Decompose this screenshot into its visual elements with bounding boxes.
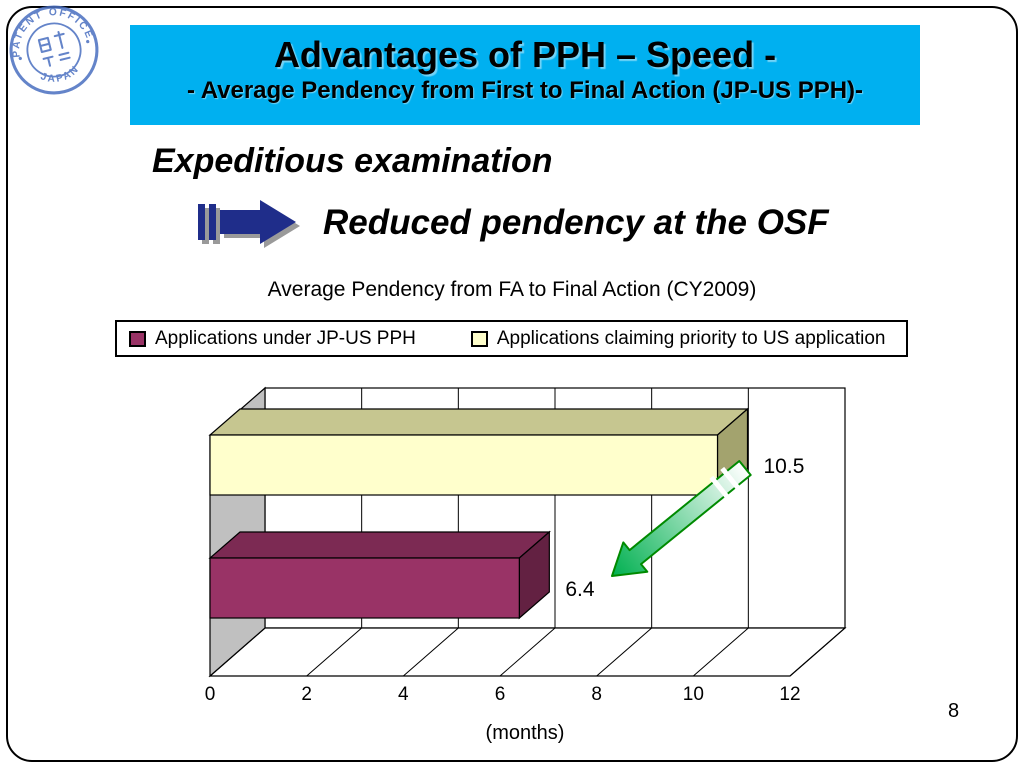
pendency-bar-chart: 10.5 6.4 0 2 4 6 8 10 12 <box>205 386 847 705</box>
seal-top-text: PATENT OFFICE <box>8 4 95 60</box>
fast-forward-arrow-icon <box>198 200 300 248</box>
chart-legend: Applications under JP-US PPH Application… <box>115 320 908 357</box>
arrow-main <box>198 200 296 244</box>
legend-label-priority: Applications claiming priority to US app… <box>496 327 886 349</box>
svg-text:12: 12 <box>779 684 800 705</box>
callout-line1: Expeditious examination <box>152 142 553 180</box>
chart-title: Average Pendency from FA to Final Action… <box>267 278 757 301</box>
svg-text:4: 4 <box>398 684 409 705</box>
callout-line2: Reduced pendency at the OSF <box>323 203 829 242</box>
legend-label-pph: Applications under JP-US PPH <box>155 327 416 349</box>
legend-item-pph: Applications under JP-US PPH <box>129 328 416 350</box>
header: Advantages of PPH – Speed - - Average Pe… <box>130 25 920 125</box>
jpo-seal-icon: PATENT OFFICE JAPAN <box>8 4 99 95</box>
svg-text:2: 2 <box>301 684 312 705</box>
svg-text:0: 0 <box>205 684 216 705</box>
svg-text:10: 10 <box>683 684 704 705</box>
svg-text:6.4: 6.4 <box>565 578 595 601</box>
svg-text:8: 8 <box>591 684 602 705</box>
x-axis-label: (months) <box>485 722 565 744</box>
seal-kanji-strokes <box>37 31 71 67</box>
legend-swatch-priority <box>470 330 488 347</box>
legend-item-priority: Applications claiming priority to US app… <box>470 327 886 350</box>
page-number: 8 <box>948 700 960 722</box>
svg-text:10.5: 10.5 <box>764 455 805 478</box>
legend-swatch-pph <box>129 330 146 347</box>
svg-text:6: 6 <box>495 684 506 705</box>
slide-title: Advantages of PPH – Speed - <box>273 34 777 75</box>
slide-subtitle: - Average Pendency from First to Final A… <box>186 77 864 105</box>
